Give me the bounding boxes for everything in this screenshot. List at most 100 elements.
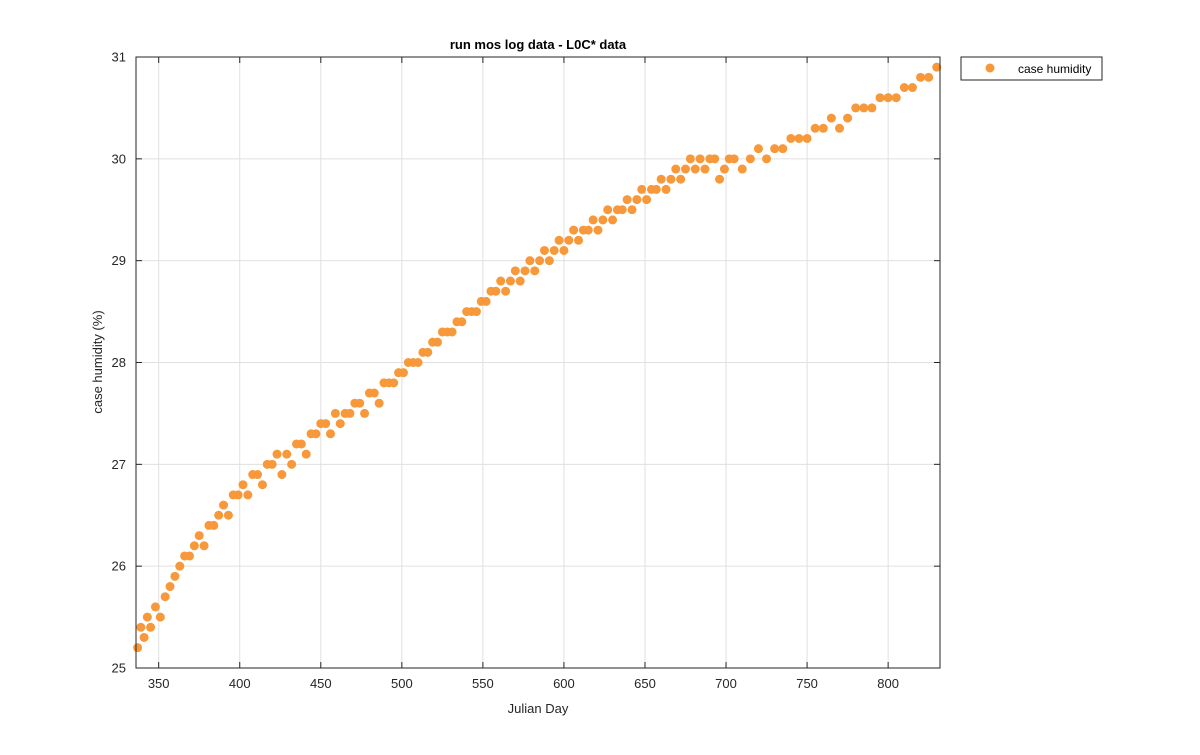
data-point [583, 225, 593, 235]
data-point [593, 225, 603, 235]
data-point [637, 184, 647, 194]
data-point [666, 174, 676, 184]
data-point [398, 368, 408, 378]
data-point [330, 408, 340, 418]
data-point [608, 215, 618, 225]
data-point [642, 195, 652, 205]
data-point [525, 256, 535, 266]
x-tick-label: 500 [391, 676, 413, 691]
data-point [549, 245, 559, 255]
data-point [535, 256, 545, 266]
legend-marker-icon [985, 63, 995, 73]
data-point [369, 388, 379, 398]
data-point [778, 144, 788, 154]
data-point [413, 358, 423, 367]
data-point [588, 215, 598, 225]
data-point [907, 83, 917, 93]
data-point [301, 449, 311, 459]
data-point [505, 276, 515, 286]
y-tick-label: 29 [112, 253, 126, 268]
data-point [257, 480, 267, 490]
data-point [875, 93, 885, 103]
data-point [622, 195, 632, 205]
data-point [146, 622, 156, 632]
data-point [160, 592, 170, 602]
data-point [671, 164, 681, 174]
data-point [729, 154, 739, 164]
data-point [554, 235, 564, 245]
x-tick-label: 800 [877, 676, 899, 691]
chart-title: run mos log data - L0C* data [450, 37, 627, 52]
data-point [233, 490, 243, 500]
data-point [189, 541, 199, 551]
data-point [142, 612, 152, 622]
data-point [753, 144, 763, 154]
data-point [719, 164, 729, 174]
data-point [530, 266, 540, 276]
data-point [802, 133, 812, 143]
data-point [710, 154, 720, 164]
data-point [457, 317, 467, 327]
x-tick-label: 550 [472, 676, 494, 691]
data-point [569, 225, 579, 235]
data-point [859, 103, 869, 113]
data-point [661, 184, 671, 194]
data-point [598, 215, 608, 225]
legend-box [960, 56, 1103, 81]
x-tick-label: 400 [229, 676, 251, 691]
data-point [175, 561, 185, 571]
y-axis-label: case humidity (%) [90, 310, 105, 413]
data-point [238, 480, 248, 490]
data-point [770, 144, 780, 154]
data-point [223, 510, 233, 520]
data-point [150, 602, 160, 612]
data-point [700, 164, 710, 174]
data-point [794, 133, 804, 143]
data-point [574, 235, 584, 245]
data-point [496, 276, 506, 286]
data-point [133, 643, 143, 653]
data-point [311, 429, 321, 439]
data-point [810, 123, 820, 133]
data-point [296, 439, 306, 449]
data-point [326, 429, 336, 439]
data-point [136, 622, 146, 632]
data-point [355, 398, 365, 408]
data-point [695, 154, 705, 164]
data-point [515, 276, 525, 286]
data-point [932, 62, 942, 72]
data-point [627, 205, 637, 215]
data-point [321, 419, 331, 429]
y-tick-label: 27 [112, 457, 126, 472]
data-point [835, 123, 844, 133]
data-point [715, 174, 725, 184]
y-tick-label: 31 [112, 50, 126, 65]
data-point [501, 286, 511, 296]
data-point [867, 103, 877, 113]
data-point [559, 245, 569, 255]
data-point [214, 510, 224, 520]
y-tick-label: 26 [112, 559, 126, 574]
data-point [209, 520, 219, 530]
data-point [685, 154, 695, 164]
data-point [851, 103, 861, 113]
data-point [617, 205, 627, 215]
data-point [883, 93, 893, 103]
x-tick-label: 350 [148, 676, 170, 691]
data-point [184, 551, 194, 561]
data-point [676, 174, 686, 184]
x-tick-label: 450 [310, 676, 332, 691]
data-point [681, 164, 691, 174]
data-point [899, 83, 909, 93]
data-point [282, 449, 292, 459]
data-point [447, 327, 457, 337]
data-point [603, 205, 613, 215]
data-point [481, 296, 491, 306]
data-point [745, 154, 755, 164]
data-point [139, 632, 149, 642]
data-point [471, 307, 481, 317]
y-tick-label: 28 [112, 355, 126, 370]
data-point [843, 113, 853, 123]
data-point [165, 582, 175, 592]
